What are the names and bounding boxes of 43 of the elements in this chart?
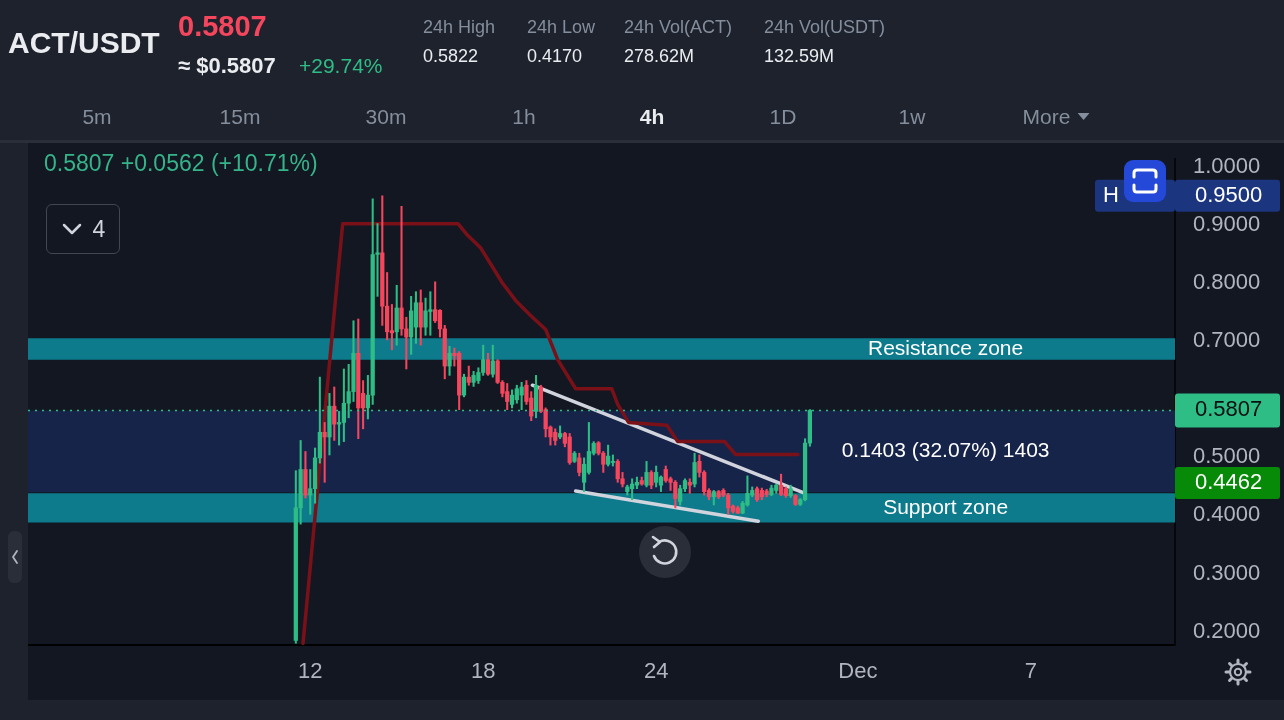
y-tick-label: 0.3000 (1193, 559, 1261, 585)
annotation: 4 (92, 216, 106, 242)
x-tick-label: 24 (643, 658, 669, 684)
band-label: 0.1403 (32.07%) 1403 (841, 438, 1050, 462)
text: 1h (512, 104, 536, 130)
y-tick-label: 0.7000 (1193, 327, 1261, 353)
text: 4h (639, 104, 665, 130)
chart-title: ACT/USDT (8, 25, 160, 61)
text: 24h Vol(USDT) (764, 16, 886, 38)
x-tick-label: 18 (470, 658, 496, 684)
text: 0.9500 (1195, 181, 1263, 207)
text: 24h High (423, 16, 496, 38)
text: 278.62M (624, 45, 695, 67)
annotation: H (1103, 181, 1119, 207)
text: More (1022, 104, 1071, 130)
text: 24h Vol(ACT) (624, 16, 733, 38)
chart-subtitle: 0.5807 (178, 9, 267, 43)
x-tick-label: 7 (1024, 658, 1037, 684)
text: 15m (219, 104, 261, 130)
text: ≈ $0.5807 (178, 53, 276, 79)
toggle-button: 4 (46, 204, 120, 254)
band-label: Support zone (883, 494, 1009, 518)
x-tick-label: Dec (838, 658, 878, 684)
text: 1w (898, 104, 926, 130)
text: 0.4170 (527, 45, 583, 67)
text: 1D (769, 104, 797, 130)
text: 5m (82, 104, 112, 130)
y-tick-label: 0.8000 (1193, 269, 1261, 295)
text: 30m (365, 104, 407, 130)
y-tick-label: 1.0000 (1193, 152, 1261, 178)
text: 0.5822 (423, 45, 479, 67)
ref-line-label: 0.5807 (1195, 396, 1263, 422)
annotation: 0.5807 +0.0562 (+10.71%) (44, 150, 318, 176)
text: +29.74% (299, 53, 383, 79)
text: 0.4462 (1195, 469, 1263, 495)
y-tick-label: 0.2000 (1193, 617, 1261, 643)
y-tick-label: 0.5000 (1193, 443, 1261, 469)
y-tick-label: 0.4000 (1193, 501, 1261, 527)
y-tick-label: 0.9000 (1193, 210, 1261, 236)
x-tick-label: 12 (298, 658, 323, 684)
text: 24h Low (527, 16, 596, 38)
text: 132.59M (764, 45, 835, 67)
band-label: Resistance zone (867, 335, 1024, 359)
